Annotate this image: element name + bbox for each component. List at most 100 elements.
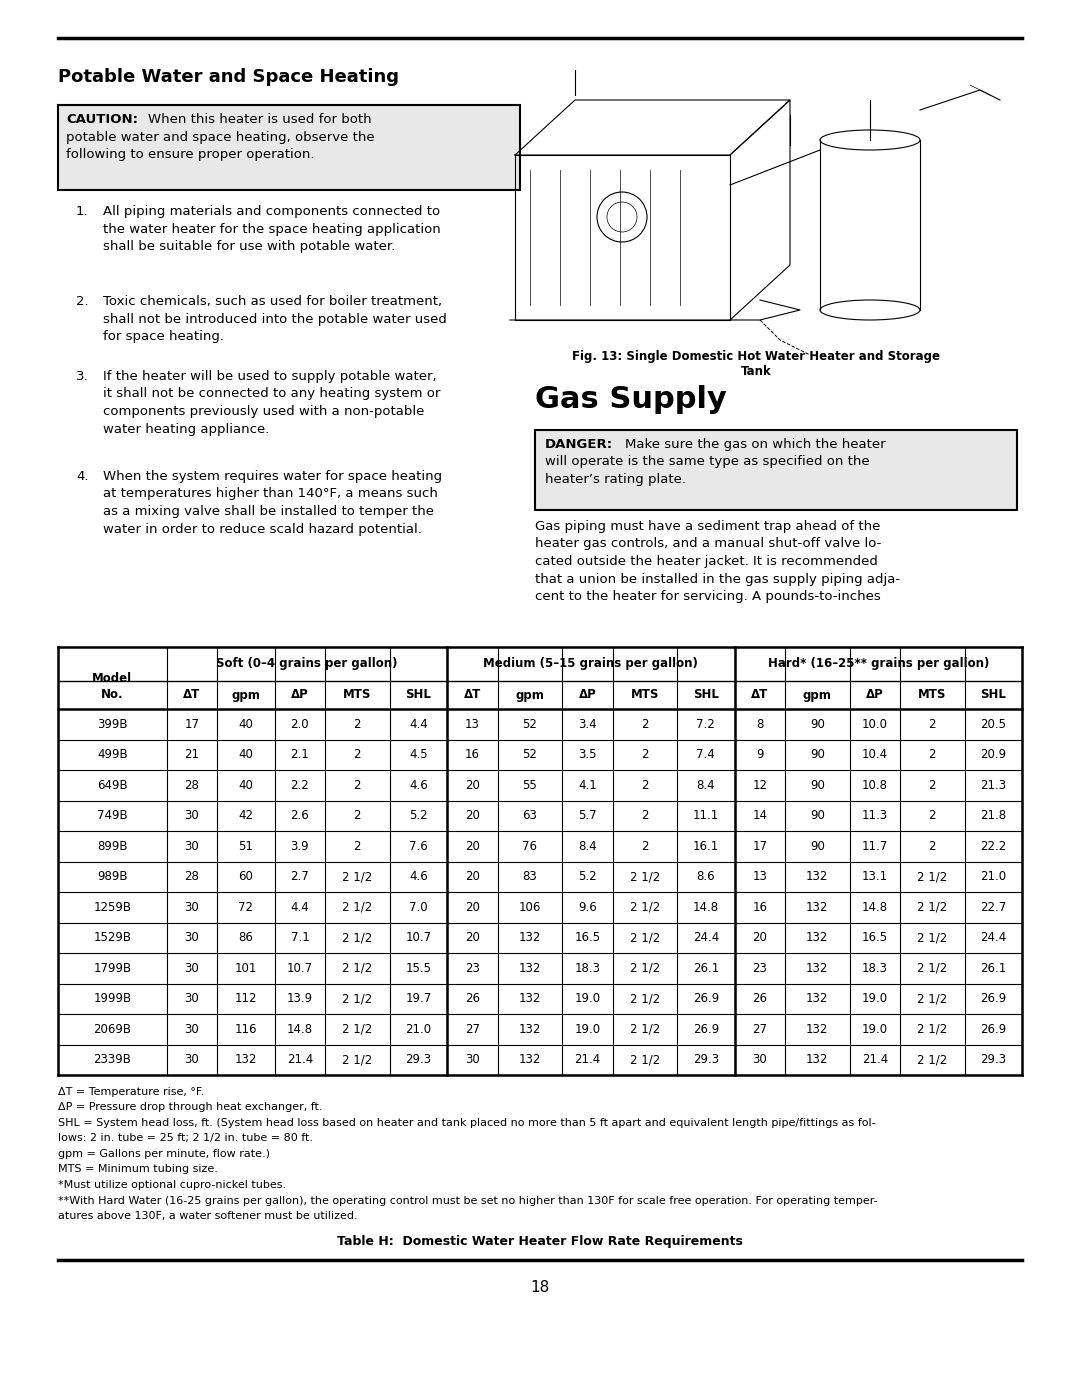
Text: If the heater will be used to supply potable water,: If the heater will be used to supply pot… [103,370,436,383]
Text: 2 1/2: 2 1/2 [342,901,373,914]
Text: 21.4: 21.4 [862,1053,888,1066]
Text: 10.8: 10.8 [862,778,888,792]
Text: 2339B: 2339B [93,1053,132,1066]
Text: 29.3: 29.3 [981,1053,1007,1066]
Text: 989B: 989B [97,870,127,883]
Text: 16: 16 [753,901,767,914]
Text: 2 1/2: 2 1/2 [917,961,947,975]
Text: 13.1: 13.1 [862,870,888,883]
Text: 16.1: 16.1 [692,840,719,852]
Text: 106: 106 [518,901,541,914]
Text: water heating appliance.: water heating appliance. [103,422,269,436]
Text: 2069B: 2069B [93,1023,132,1035]
Text: SHL = System head loss, ft. (System head loss based on heater and tank placed no: SHL = System head loss, ft. (System head… [58,1118,876,1127]
Text: 10.7: 10.7 [287,961,313,975]
Text: 20: 20 [464,932,480,944]
Text: **With Hard Water (16-25 grains per gallon), the operating control must be set n: **With Hard Water (16-25 grains per gall… [58,1196,878,1206]
Text: 30: 30 [465,1053,480,1066]
Text: ΔT: ΔT [184,689,201,701]
Text: 499B: 499B [97,749,127,761]
Text: 29.3: 29.3 [692,1053,719,1066]
Text: 2.1: 2.1 [291,749,309,761]
Text: 2.6: 2.6 [291,809,309,823]
Text: 11.1: 11.1 [692,809,719,823]
Text: will operate is the same type as specified on the: will operate is the same type as specifi… [545,455,869,468]
Text: 7.4: 7.4 [697,749,715,761]
Text: Make sure the gas on which the heater: Make sure the gas on which the heater [625,439,886,451]
Text: 20: 20 [753,932,767,944]
Text: 8.4: 8.4 [578,840,596,852]
Text: 90: 90 [810,809,825,823]
Text: 2 1/2: 2 1/2 [630,901,660,914]
Text: 22.2: 22.2 [981,840,1007,852]
Text: 40: 40 [239,718,254,731]
Text: 2 1/2: 2 1/2 [342,961,373,975]
Text: 2: 2 [929,749,936,761]
Text: as a mixing valve shall be installed to temper the: as a mixing valve shall be installed to … [103,504,434,518]
Text: 132: 132 [806,932,828,944]
Bar [58,105,519,190]
Text: 132: 132 [806,1053,828,1066]
Text: 13: 13 [753,870,767,883]
Text: 4.4: 4.4 [291,901,309,914]
Text: 9.6: 9.6 [578,901,596,914]
Text: 20: 20 [464,778,480,792]
Text: 4.6: 4.6 [409,870,428,883]
Text: 30: 30 [185,901,200,914]
Text: 2 1/2: 2 1/2 [917,901,947,914]
Text: 30: 30 [185,1023,200,1035]
Text: 749B: 749B [97,809,127,823]
Text: 18.3: 18.3 [575,961,600,975]
Text: 7.6: 7.6 [409,840,428,852]
Text: 10.4: 10.4 [862,749,888,761]
Text: 24.4: 24.4 [692,932,719,944]
Text: 5.2: 5.2 [409,809,428,823]
Text: 2 1/2: 2 1/2 [342,992,373,1006]
Text: 26.1: 26.1 [692,961,719,975]
Text: 2: 2 [642,840,649,852]
Text: 899B: 899B [97,840,127,852]
Text: water in order to reduce scald hazard potential.: water in order to reduce scald hazard po… [103,522,422,535]
Text: 3.5: 3.5 [578,749,596,761]
Text: 2: 2 [353,749,361,761]
Text: 28: 28 [185,778,200,792]
Text: 26.9: 26.9 [692,1023,719,1035]
Text: 2: 2 [353,809,361,823]
Text: Potable Water and Space Heating: Potable Water and Space Heating [58,68,399,87]
Text: components previously used with a non-potable: components previously used with a non-po… [103,405,424,418]
Text: 2: 2 [929,840,936,852]
Text: 90: 90 [810,840,825,852]
Text: SHL: SHL [693,689,719,701]
Text: 90: 90 [810,778,825,792]
Text: cent to the heater for servicing. A pounds-to-inches: cent to the heater for servicing. A poun… [535,590,881,604]
Text: 2 1/2: 2 1/2 [917,992,947,1006]
Text: 2: 2 [642,749,649,761]
Text: 20: 20 [464,809,480,823]
Text: 16: 16 [464,749,480,761]
Text: 112: 112 [234,992,257,1006]
Text: 30: 30 [753,1053,767,1066]
Text: 3.: 3. [76,370,89,383]
Text: 2 1/2: 2 1/2 [630,992,660,1006]
Text: Gas piping must have a sediment trap ahead of the: Gas piping must have a sediment trap ahe… [535,520,880,534]
Text: SHL: SHL [981,689,1007,701]
Text: 132: 132 [518,961,541,975]
Text: 4.5: 4.5 [409,749,428,761]
Text: 132: 132 [806,961,828,975]
Text: 30: 30 [185,840,200,852]
Text: 2: 2 [353,840,361,852]
Text: Table H:  Domestic Water Heater Flow Rate Requirements: Table H: Domestic Water Heater Flow Rate… [337,1235,743,1248]
Text: *Must utilize optional cupro-nickel tubes.: *Must utilize optional cupro-nickel tube… [58,1180,286,1190]
Text: 21.4: 21.4 [575,1053,600,1066]
Text: 26: 26 [753,992,767,1006]
Text: 1529B: 1529B [93,932,132,944]
Text: Soft (0–4 grains per gallon): Soft (0–4 grains per gallon) [216,658,397,671]
Text: 8.4: 8.4 [697,778,715,792]
Text: 19.0: 19.0 [862,1023,888,1035]
Text: ΔP = Pressure drop through heat exchanger, ft.: ΔP = Pressure drop through heat exchange… [58,1102,323,1112]
Text: 17: 17 [753,840,767,852]
Text: 17: 17 [185,718,200,731]
Text: potable water and space heating, observe the: potable water and space heating, observe… [66,130,375,144]
Text: 55: 55 [523,778,537,792]
Text: 42: 42 [239,809,254,823]
